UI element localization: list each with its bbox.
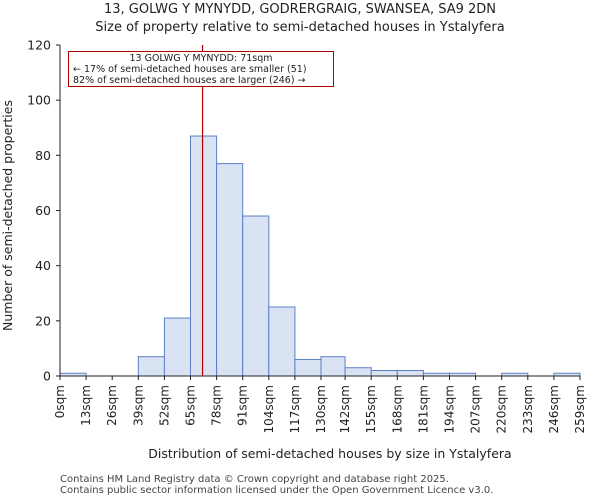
annotation-larger: 82% of semi-detached houses are larger (…: [73, 75, 306, 86]
histogram-bar-52sqm: [163, 317, 192, 377]
annotation-title: 13 GOLWG Y MYNYDD: 71sqm: [129, 53, 273, 64]
histogram-bar-78sqm: [216, 163, 244, 377]
annotation-smaller: ← 17% of semi-detached houses are smalle…: [73, 64, 307, 75]
x-tick-label-194sqm: 194sqm: [442, 385, 456, 433]
y-tick-label-100: 100: [27, 93, 51, 108]
x-tick-label-246sqm: 246sqm: [547, 385, 561, 433]
histogram-bar-142sqm: [344, 367, 372, 377]
histogram-bar-39sqm: [137, 356, 165, 377]
histogram-bar-104sqm: [268, 306, 296, 377]
histogram-bar-155sqm: [370, 369, 398, 377]
footer-line-1: Contains HM Land Registry data © Crown c…: [60, 474, 449, 485]
y-tick-label-0: 0: [43, 369, 51, 384]
x-axis-title: Distribution of semi-detached houses by …: [148, 446, 511, 461]
x-tick-label-130sqm: 130sqm: [314, 385, 328, 433]
histogram-bar-65sqm: [190, 135, 218, 377]
histogram-bar-91sqm: [242, 215, 270, 377]
property-annotation-box: 13 GOLWG Y MYNYDD: 71sqm ← 17% of semi-d…: [68, 51, 334, 87]
x-tick-label-220sqm: 220sqm: [495, 385, 509, 433]
x-tick-label-233sqm: 233sqm: [521, 385, 535, 433]
y-axis-title: Number of semi-detached properties: [0, 100, 15, 331]
y-tick-label-80: 80: [35, 148, 51, 163]
histogram-bar-168sqm: [396, 369, 424, 377]
footer-line-2: Contains public sector information licen…: [60, 485, 494, 496]
y-tick-label-60: 60: [35, 203, 51, 218]
x-tick-label-155sqm: 155sqm: [364, 385, 378, 433]
y-tick-label-120: 120: [27, 38, 51, 53]
x-tick-label-26sqm: 26sqm: [105, 385, 119, 426]
x-tick-label-104sqm: 104sqm: [262, 385, 276, 433]
y-tick-label-20: 20: [35, 313, 51, 328]
y-tick-label-40: 40: [35, 258, 51, 273]
x-tick-label-52sqm: 52sqm: [157, 385, 171, 426]
x-tick-label-142sqm: 142sqm: [338, 385, 352, 433]
x-tick-label-181sqm: 181sqm: [416, 385, 430, 433]
chart-title-subtitle: Size of property relative to semi-detach…: [95, 20, 505, 35]
x-tick-label-78sqm: 78sqm: [210, 385, 224, 426]
x-tick-label-207sqm: 207sqm: [469, 385, 483, 433]
x-tick-label-168sqm: 168sqm: [390, 385, 404, 433]
x-tick-label-13sqm: 13sqm: [79, 385, 93, 426]
x-tick-label-91sqm: 91sqm: [236, 385, 250, 426]
x-tick-label-65sqm: 65sqm: [184, 385, 198, 426]
x-tick-label-259sqm: 259sqm: [573, 385, 587, 433]
histogram-bar-117sqm: [294, 358, 322, 377]
histogram-bar-130sqm: [320, 356, 346, 377]
chart-title-address: 13, GOLWG Y MYNYDD, GODRERGRAIG, SWANSEA…: [103, 2, 497, 17]
x-tick-label-0sqm: 0sqm: [53, 385, 67, 418]
x-tick-label-117sqm: 117sqm: [288, 385, 302, 433]
x-tick-label-39sqm: 39sqm: [131, 385, 145, 426]
